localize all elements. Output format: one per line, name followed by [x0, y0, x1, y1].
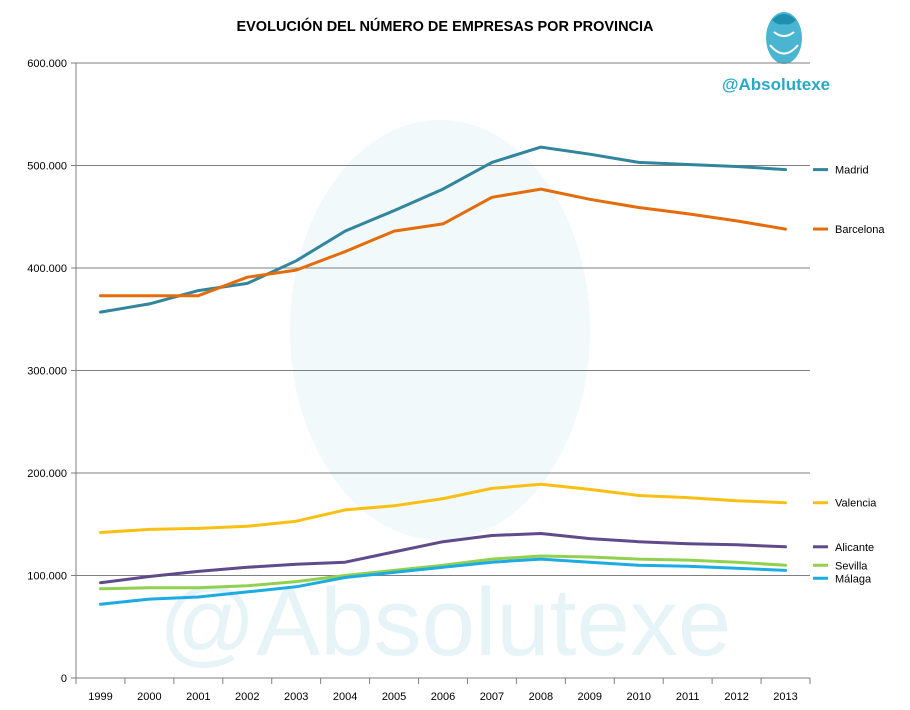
y-tick-label: 600.000 — [27, 58, 67, 70]
x-tick-label: 2007 — [480, 691, 504, 703]
griffin-logo-icon — [766, 12, 802, 64]
x-tick-label: 2012 — [724, 691, 748, 703]
x-tick-label: 2005 — [382, 691, 406, 703]
x-tick-label: 2011 — [676, 691, 700, 703]
x-tick-label: 2013 — [773, 691, 797, 703]
x-tick-label: 2003 — [284, 691, 308, 703]
series-line-alicante — [99, 532, 787, 585]
x-tick-label: 2004 — [333, 691, 357, 703]
y-tick-label: 300.000 — [27, 366, 67, 378]
series-line-barcelona — [99, 187, 787, 298]
watermark: @Absolutexe — [159, 120, 731, 676]
x-tick-label: 2010 — [626, 691, 650, 703]
series-line-malaga — [99, 557, 787, 606]
watermark-logo-shape — [290, 120, 590, 540]
x-tick-label: 2009 — [578, 691, 602, 703]
legend-label-malaga: Málaga — [835, 573, 872, 585]
y-axis-ticks: 0 100.000 200.000 300.000 400.000 500.000 600.… — [27, 58, 76, 685]
x-tick-label: 2006 — [431, 691, 455, 703]
y-tick-label: 200.000 — [27, 468, 67, 480]
watermark-text: @Absolutexe — [159, 569, 731, 676]
y-tick-label: 400.000 — [27, 263, 67, 275]
chart-title: EVOLUCIÓN DEL NÚMERO DE EMPRESAS POR PRO… — [236, 17, 654, 35]
legend-label-alicante: Alicante — [835, 542, 874, 554]
legend-label-madrid: Madrid — [835, 165, 869, 177]
x-tick-label: 2008 — [529, 691, 553, 703]
y-tick-label: 100.000 — [27, 571, 67, 583]
y-tick-label: 0 — [61, 673, 67, 685]
series-lines — [99, 145, 787, 606]
x-tick-label: 2000 — [137, 691, 161, 703]
legend: Madrid Barcelona Valencia Alicante SevillaMá… — [813, 165, 885, 585]
legend-label-sevilla: Sevilla — [835, 560, 868, 572]
legend-label-valencia: Valencia — [835, 498, 877, 510]
series-line-valencia — [99, 482, 787, 534]
series-line-sevilla — [99, 554, 787, 591]
y-tick-label: 500.000 — [27, 161, 67, 173]
legend-label-barcelona: Barcelona — [835, 224, 885, 236]
x-tick-label: 2002 — [235, 691, 259, 703]
brand-handle: @Absolutexe — [722, 75, 830, 94]
x-tick-label: 1999 — [88, 691, 112, 703]
x-tick-label: 2001 — [186, 691, 210, 703]
x-axis-ticks: 1999 2000 2001 2002 2003 2004 2005 2006 2007 2008… — [75, 678, 811, 703]
